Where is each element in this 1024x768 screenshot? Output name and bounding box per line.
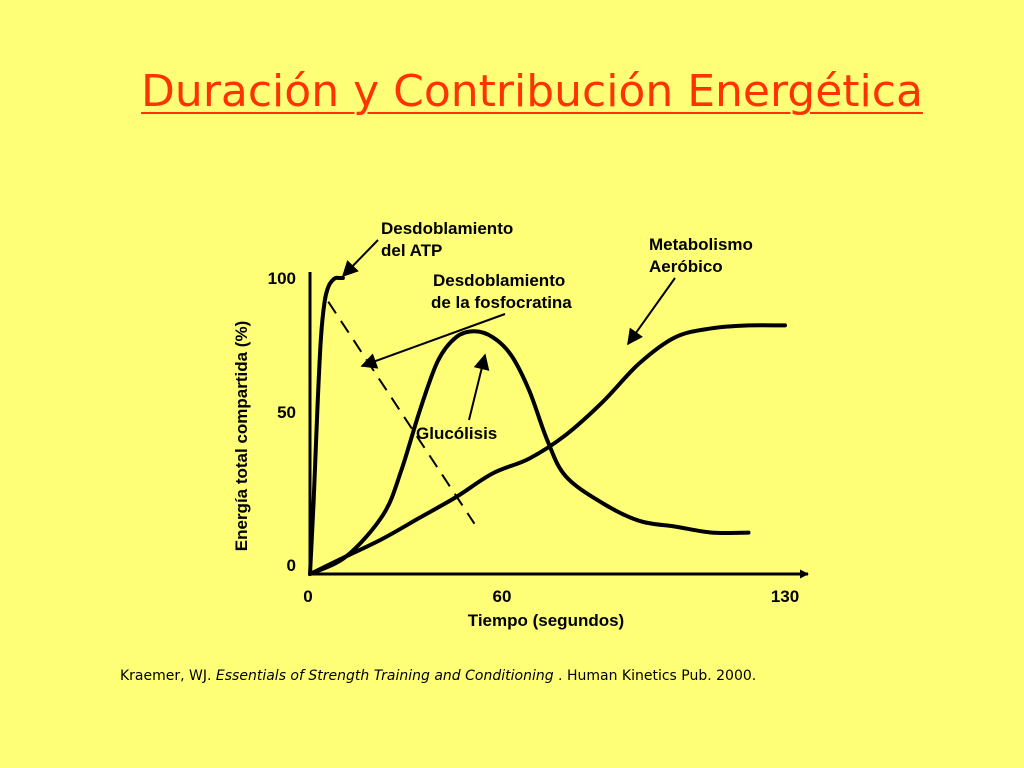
x-tick-label-60: 60 — [493, 587, 512, 606]
citation-publisher: Human Kinetics Pub. 2000. — [566, 668, 757, 684]
annotation-arrow-phosphocreatine — [360, 313, 506, 369]
y-tick-label-50: 50 — [277, 403, 296, 422]
annotation-glycolysis-line-1: Glucólisis — [416, 424, 497, 443]
annotation-atp-line-2: del ATP — [381, 241, 442, 260]
x-tick-label-130: 130 — [771, 587, 799, 606]
annotation-aerobic-line-1: Metabolismo — [649, 235, 753, 254]
annotation-arrow-aerobic — [627, 277, 676, 346]
annotation-atp-line-1: Desdoblamiento — [381, 219, 513, 238]
series-line-aerobic — [308, 323, 787, 576]
annotation-aerobic-line-2: Aeróbico — [649, 257, 723, 276]
annotation-aerobic-label: Metabolismo Aeróbico — [649, 235, 758, 276]
y-tick-label-0: 0 — [287, 556, 296, 575]
x-tick-label-0: 0 — [303, 587, 312, 606]
annotation-arrow-glycolysis — [468, 353, 490, 421]
citation-book: Essentials of Strength Training and Cond… — [215, 668, 554, 684]
annotation-phosphocreatine-line-1: Desdoblamiento — [433, 271, 565, 290]
source-citation: Kraemer, WJ. Essentials of Strength Trai… — [120, 668, 756, 684]
annotation-phosphocreatine-label: Desdoblamiento de la fosfocratina — [431, 271, 572, 312]
series-line-atp — [308, 275, 345, 576]
y-axis-title: Energía total compartida (%) — [232, 321, 251, 551]
annotation-glycolysis-label: Glucólisis — [416, 424, 497, 443]
series-line-phosphocreatine — [327, 301, 476, 525]
y-tick-label-100: 100 — [268, 269, 296, 288]
x-axis-title: Tiempo (segundos) — [468, 611, 624, 630]
annotation-atp-label: Desdoblamiento del ATP — [381, 219, 518, 260]
citation-author: Kraemer, WJ. — [120, 668, 216, 684]
series-line-glycolysis — [308, 329, 751, 576]
slide-title: Duración y Contribución Energética — [141, 66, 923, 117]
annotation-phosphocreatine-line-2: de la fosfocratina — [431, 293, 572, 312]
annotation-arrow-atp — [341, 239, 379, 278]
citation-separator: . — [553, 668, 567, 684]
